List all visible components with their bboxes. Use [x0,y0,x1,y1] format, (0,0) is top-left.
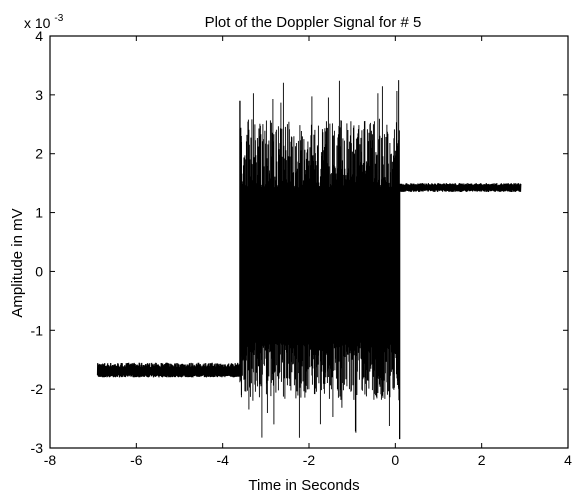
x-axis-label: Time in Seconds [248,477,359,493]
y-exponent-power: -3 [54,13,63,24]
x-tick-label: -2 [303,452,316,468]
y-tick-label: -2 [31,381,44,397]
baseline-segment-before [96,362,241,378]
y-tick-label: 1 [35,205,43,221]
x-tick-label: -4 [216,452,229,468]
y-axis-exponent: x 10 -3 [24,13,64,31]
x-tick-label: -6 [130,452,143,468]
y-exponent-base: x 10 [24,15,51,31]
y-tick-label: 4 [35,28,43,44]
x-tick-label: 0 [391,452,399,468]
x-tick-label: -8 [44,452,57,468]
axis-ticks [49,35,569,449]
baseline-segment-after [399,183,522,193]
x-tick-label: 2 [478,452,486,468]
tick-labels: -8 -6 -4 -2 0 2 4 -3 -2 -1 0 1 2 3 4 [31,28,572,468]
y-tick-label: -1 [31,322,44,338]
y-tick-label: 3 [35,87,43,103]
y-axis-label: Amplitude in mV [9,208,26,317]
y-tick-label: -3 [31,440,44,456]
y-tick-label: 2 [35,146,43,162]
y-tick-label: 0 [35,263,43,279]
x-tick-label: 4 [564,452,572,468]
signal-trace [96,80,522,440]
chart-title: Plot of the Doppler Signal for # 5 [205,14,422,31]
